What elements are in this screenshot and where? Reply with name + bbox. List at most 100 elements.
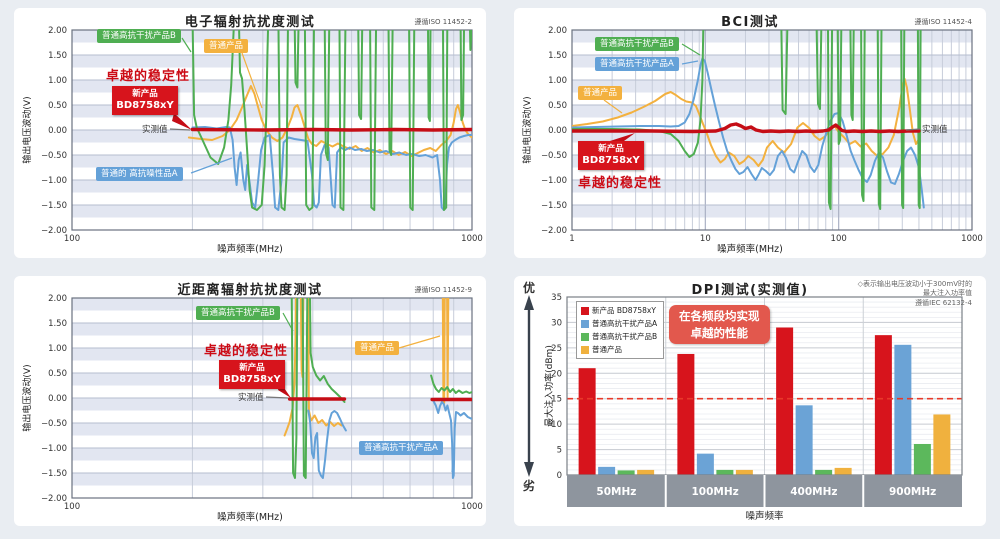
svg-text:2.00: 2.00 xyxy=(48,294,67,304)
stability-headline: 卓越的稳定性 xyxy=(204,344,289,359)
svg-text:25: 25 xyxy=(551,344,562,354)
svg-text:1.50: 1.50 xyxy=(48,319,67,329)
standard-note: 遵循ISO 11452-2 xyxy=(414,18,473,26)
legend-label: 普通产品 xyxy=(592,345,622,354)
series-label-product-a: 普通的 高抗噪性品A xyxy=(96,167,183,182)
y-axis-label: 输出电压波动(V) xyxy=(23,96,33,164)
part-number: BD8758xY xyxy=(582,154,640,166)
standard-note: 遵循ISO 11452-9 xyxy=(414,286,473,294)
legend-item-new-product: 新产品 BD8758xY xyxy=(581,305,657,316)
svg-text:50MHz: 50MHz xyxy=(596,486,636,498)
measured-value-label: 实测值 xyxy=(238,393,264,403)
chart-card-radiated-immunity: 2.00 1.50 1.00 0.50 0.00 −0.50 −1.00 −1.50 −2.00… xyxy=(14,8,486,258)
svg-text:1.50: 1.50 xyxy=(548,51,567,61)
svg-text:−1.50: −1.50 xyxy=(41,469,67,479)
new-product-callout: 新产品 BD8758xY xyxy=(112,86,178,116)
dpi-note-line1: ◇表示输出电压波动小于300mV时的 xyxy=(857,280,972,288)
svg-text:1000: 1000 xyxy=(961,234,983,244)
y-axis-label: 最大注入功率(dBm) xyxy=(545,345,555,427)
x-axis-label: 噪声频率 xyxy=(745,511,784,522)
series-label-normal-product: 普通产品 xyxy=(578,86,623,101)
legend-label: 普通高抗干扰产品A xyxy=(592,319,658,328)
radiated-immunity-plot: 2.00 1.50 1.00 0.50 0.00 −0.50 −1.00 −1.50 −2.00… xyxy=(41,26,483,244)
chart-title: 电子辐射抗扰度测试 xyxy=(184,15,316,30)
svg-text:20: 20 xyxy=(551,369,562,379)
svg-text:1.50: 1.50 xyxy=(48,51,67,61)
svg-text:400MHz: 400MHz xyxy=(790,486,837,498)
standard-note: 遵循ISO 11452-4 xyxy=(914,18,973,26)
svg-text:0.50: 0.50 xyxy=(48,101,67,111)
svg-text:1.00: 1.00 xyxy=(48,76,67,86)
svg-text:1.00: 1.00 xyxy=(48,344,67,354)
svg-text:−1.00: −1.00 xyxy=(541,176,567,186)
dpi-notes: ◇表示输出电压波动小于300mV时的 最大注入功率值 遵循IEC 62132-4 xyxy=(858,280,972,308)
svg-text:0.00: 0.00 xyxy=(48,126,67,136)
x-axis-label: 噪声频率(MHz) xyxy=(217,512,283,523)
svg-text:−0.50: −0.50 xyxy=(41,151,67,161)
series-label-product-a: 普通高抗干扰产品A xyxy=(359,441,443,456)
series-label-product-b: 普通高抗干扰产品B xyxy=(595,37,679,52)
svg-text:0.00: 0.00 xyxy=(548,126,567,136)
series-label-product-b: 普通高抗干扰产品B xyxy=(196,306,280,321)
svg-text:1000: 1000 xyxy=(461,502,483,512)
callout-line2: 卓越的性能 xyxy=(690,325,749,340)
svg-text:−2.00: −2.00 xyxy=(541,226,567,236)
svg-text:−0.50: −0.50 xyxy=(541,151,567,161)
chart-title: BCI测试 xyxy=(721,15,779,30)
chart-card-dpi: 50MHz 100MHz 400MHz 900MHz 0 5 10 15 20 25 30 35 DP… xyxy=(514,276,986,526)
svg-text:15: 15 xyxy=(551,395,562,405)
new-product-callout: 新产品 BD8758xY xyxy=(578,141,644,171)
chart-card-nearfield-immunity: 2.00 1.50 1.00 0.50 0.00 −0.50 −1.00 −1.50 −2.00… xyxy=(14,276,486,526)
svg-text:100: 100 xyxy=(64,234,80,244)
part-number: BD8758xY xyxy=(116,99,174,111)
svg-text:−1.00: −1.00 xyxy=(41,176,67,186)
measured-value-label: 实测值 xyxy=(142,125,168,135)
performance-callout: 在各频段均实现 卓越的性能 xyxy=(669,305,770,345)
svg-text:0.00: 0.00 xyxy=(48,394,67,404)
legend-label: 新产品 BD8758xY xyxy=(592,306,656,315)
svg-text:1.00: 1.00 xyxy=(548,76,567,86)
part-number: BD8758xY xyxy=(223,373,281,385)
dpi-note-line3: 遵循IEC 62132-4 xyxy=(915,298,972,307)
svg-text:−0.50: −0.50 xyxy=(41,419,67,429)
svg-text:35: 35 xyxy=(551,293,562,303)
series-label-product-a: 普通高抗干扰产品A xyxy=(595,57,679,72)
callout-line1: 在各频段均实现 xyxy=(679,309,760,323)
x-axis-label: 噪声频率(MHz) xyxy=(717,244,783,255)
y-axis-label: 输出电压波动(V) xyxy=(523,96,533,164)
svg-text:1: 1 xyxy=(569,234,574,244)
good-label: 优 xyxy=(523,281,536,295)
series-label-product-b: 普通高抗干扰产品B xyxy=(97,29,181,44)
new-product-label: 新产品 xyxy=(598,144,624,154)
chart-title: 近距离辐射抗扰度测试 xyxy=(177,283,323,298)
legend-item-product-a: 普通高抗干扰产品A xyxy=(581,318,657,329)
svg-text:100: 100 xyxy=(64,502,80,512)
svg-text:−1.00: −1.00 xyxy=(41,444,67,454)
legend-swatch-blue xyxy=(581,319,589,328)
measured-value-label: 实测值 xyxy=(922,125,948,135)
legend-swatch-red xyxy=(581,306,589,315)
svg-text:0.50: 0.50 xyxy=(48,369,67,379)
svg-text:−1.50: −1.50 xyxy=(541,201,567,211)
nearfield-plot: 2.00 1.50 1.00 0.50 0.00 −0.50 −1.00 −1.50 −2.00… xyxy=(41,294,483,512)
stability-headline: 卓越的稳定性 xyxy=(106,69,191,84)
svg-text:900MHz: 900MHz xyxy=(889,486,936,498)
svg-text:2.00: 2.00 xyxy=(548,26,567,36)
legend-item-normal-product: 普通产品 xyxy=(581,344,657,355)
stability-headline: 卓越的稳定性 xyxy=(578,176,663,191)
svg-text:10: 10 xyxy=(551,420,562,430)
svg-text:−2.00: −2.00 xyxy=(41,494,67,504)
svg-text:2.00: 2.00 xyxy=(48,26,67,36)
legend-label: 普通高抗干扰产品B xyxy=(592,332,658,341)
series-label-normal-product: 普通产品 xyxy=(204,39,249,54)
bci-plot: 2.00 1.50 1.00 0.50 0.00 −0.50 −1.00 −1.50 −2.00… xyxy=(541,26,983,244)
dpi-legend: 新产品 BD8758xY 普通高抗干扰产品A 普通高抗干扰产品B 普通产品 xyxy=(576,301,665,359)
svg-text:1000: 1000 xyxy=(461,234,483,244)
dpi-note-line2: 最大注入功率值 xyxy=(923,289,972,298)
svg-text:10: 10 xyxy=(700,234,711,244)
svg-text:0.50: 0.50 xyxy=(548,101,567,111)
svg-text:30: 30 xyxy=(551,318,562,328)
new-product-callout: 新产品 BD8758xY xyxy=(219,360,285,390)
x-axis-label: 噪声频率(MHz) xyxy=(217,244,283,255)
